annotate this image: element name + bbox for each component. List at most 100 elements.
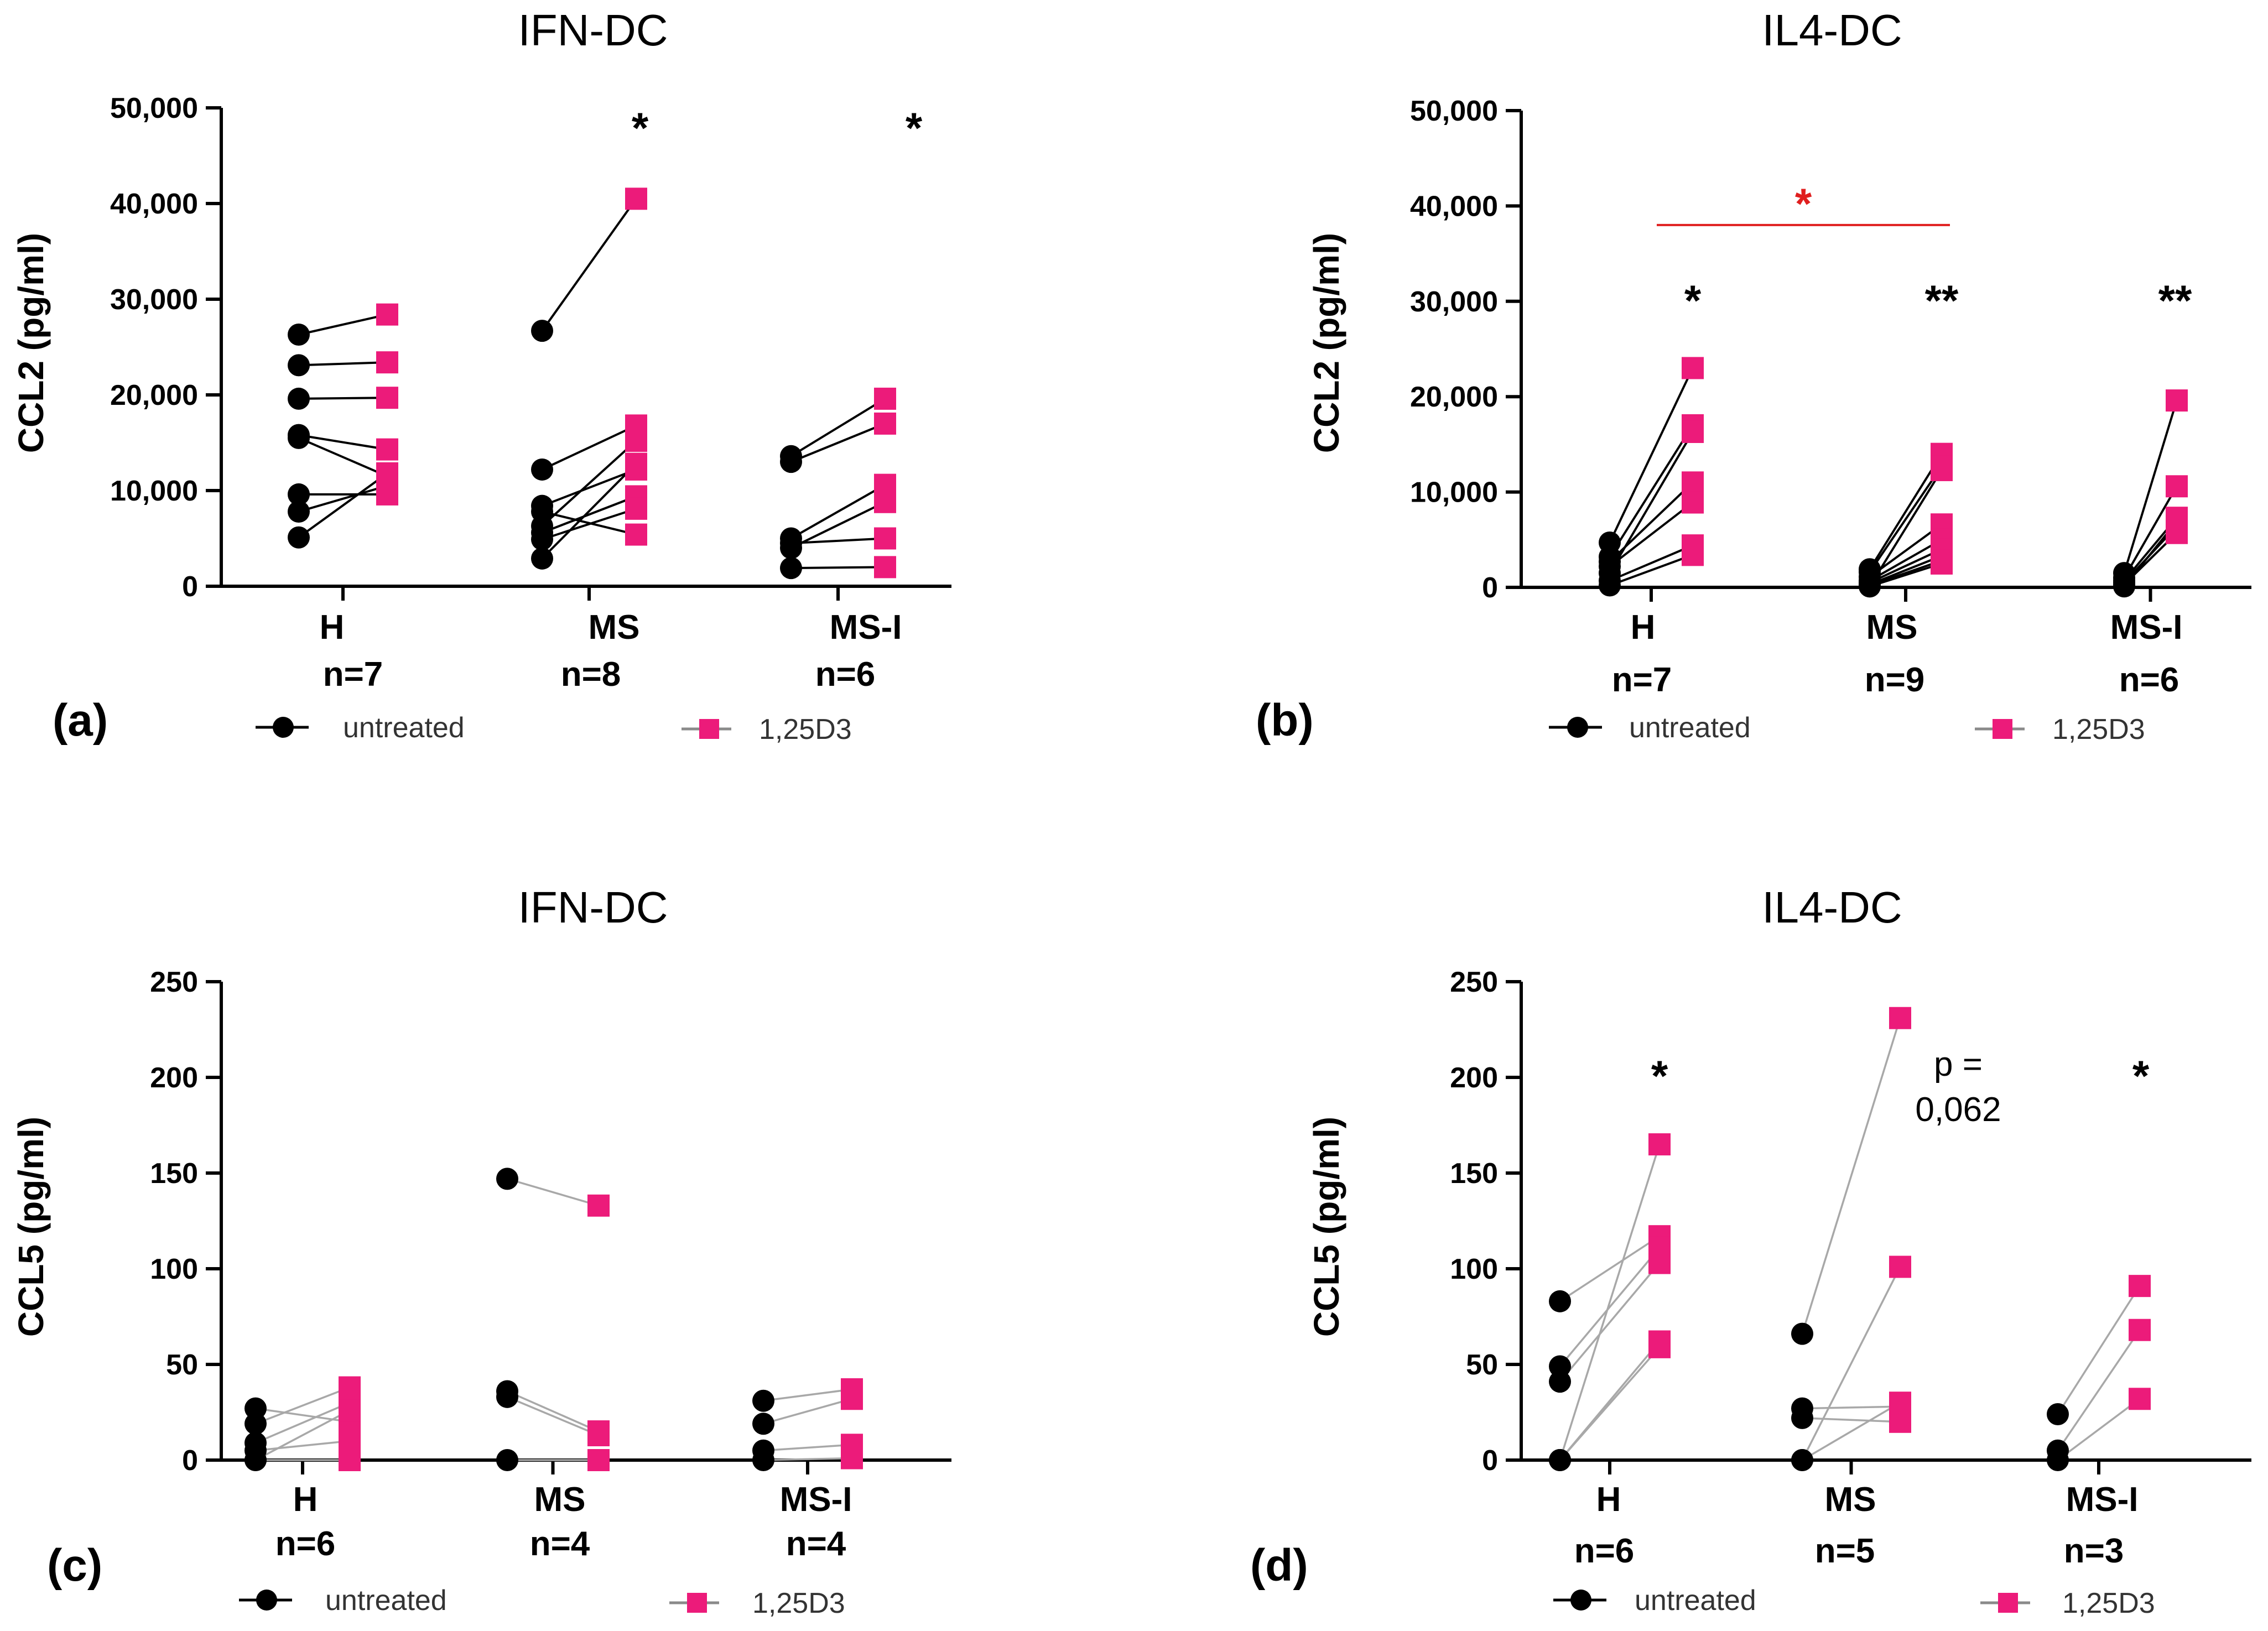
treated-point	[2166, 475, 2188, 498]
plot-area: 0 10,000 20,000 30,000 40,000 50,000	[1410, 95, 2188, 604]
treated-point	[1889, 1410, 1911, 1433]
paired-line	[1869, 465, 1943, 573]
untreated-point	[245, 1413, 267, 1435]
treated-point	[2166, 389, 2188, 412]
treated-point	[2129, 1275, 2151, 1297]
treated-point	[841, 1388, 863, 1410]
legend-untreated-marker	[1567, 717, 1588, 738]
paired-line	[2123, 486, 2178, 579]
paired-line	[507, 1177, 599, 1207]
untreated-point	[1791, 1406, 1813, 1429]
paired-line	[298, 361, 388, 367]
significance-marker: *	[1684, 276, 1702, 325]
untreated-point	[288, 426, 310, 449]
untreated-point	[288, 387, 310, 410]
significance-marker: *	[1651, 1051, 1668, 1100]
group-n-label: n=6	[815, 655, 876, 694]
treated-point	[1682, 420, 1704, 443]
untreated-point	[1859, 575, 1881, 598]
legend-untreated-marker	[1570, 1590, 1591, 1611]
paired-line	[2057, 1285, 2141, 1415]
untreated-point	[531, 320, 553, 342]
untreated-point	[496, 1385, 518, 1408]
treated-point	[1682, 544, 1704, 566]
paired-line	[790, 398, 886, 457]
paired-line	[1802, 1417, 1901, 1423]
paired-line	[2123, 400, 2178, 574]
paired-line	[1609, 424, 1694, 557]
paired-line	[790, 537, 886, 545]
treated-point	[1648, 1252, 1671, 1274]
treated-point	[376, 438, 398, 461]
untreated-point	[752, 1389, 774, 1412]
group-n-label: n=5	[1815, 1532, 1875, 1570]
paired-line	[542, 507, 637, 541]
group-n-label: n=6	[1574, 1532, 1635, 1570]
paired-line	[298, 437, 388, 477]
y-axis-label: CCL2 (pg/ml)	[11, 233, 51, 453]
paired-line	[1801, 1266, 1901, 1461]
significance-marker: **	[1925, 276, 1959, 325]
legend-untreated-label: untreated	[1629, 712, 1751, 744]
legend: untreated 1,25D3	[1553, 1585, 2155, 1619]
panel-a: IFN-DC CCL2 (pg/ml) 0 10,000 20,000 30,000 4…	[11, 6, 951, 746]
legend-treated-marker	[1998, 1593, 2018, 1613]
treated-point	[2129, 1388, 2151, 1410]
y-tick-label: 30,000	[110, 284, 198, 316]
category-label: MS	[1866, 608, 1918, 647]
paired-line	[1609, 501, 1694, 567]
y-tick-label: 0	[182, 571, 198, 603]
y-tick-label: 50	[166, 1349, 198, 1381]
untreated-point	[496, 1168, 518, 1190]
paired-line	[1869, 453, 1943, 570]
legend-treated-label: 1,25D3	[759, 713, 852, 746]
untreated-point	[1549, 1371, 1571, 1393]
panel-label: (d)	[1250, 1540, 1308, 1591]
untreated-point	[1791, 1322, 1813, 1345]
paired-line	[255, 1407, 350, 1423]
untreated-point	[2047, 1449, 2069, 1471]
y-tick-label: 100	[150, 1253, 198, 1285]
markers	[1549, 1007, 2151, 1471]
untreated-point	[1549, 1290, 1571, 1312]
significance-marker: *	[2132, 1051, 2150, 1100]
legend-treated-marker	[687, 1593, 707, 1613]
paired-line	[790, 483, 886, 540]
category-label: H	[320, 608, 345, 647]
legend: untreated 1,25D3	[1549, 712, 2145, 746]
p-value-line: 0,062	[1915, 1091, 2001, 1129]
y-tick-label: 200	[1450, 1062, 1498, 1094]
category-label: H	[293, 1481, 318, 1519]
y-tick-label: 50,000	[1410, 95, 1498, 127]
untreated-point	[780, 532, 802, 555]
treated-point	[2166, 510, 2188, 533]
group-n-label: n=9	[1865, 661, 1925, 699]
panel-label: (c)	[47, 1540, 102, 1591]
y-tick-label: 20,000	[110, 379, 198, 411]
paired-line	[763, 1398, 852, 1425]
treated-point	[874, 556, 896, 579]
untreated-point	[780, 451, 802, 473]
legend-treated-marker	[699, 719, 719, 739]
treated-point	[1931, 458, 1953, 481]
category-label: H	[1631, 608, 1656, 647]
treated-point	[339, 1430, 361, 1452]
y-tick-label: 250	[1450, 966, 1498, 998]
treated-point	[587, 1424, 610, 1447]
paired-line	[255, 1401, 350, 1444]
untreated-point	[245, 1439, 267, 1462]
legend: untreated 1,25D3	[256, 712, 852, 746]
y-tick-label: 0	[1482, 1445, 1498, 1477]
paired-line	[790, 566, 886, 570]
chart-title: IL4-DC	[1762, 6, 1902, 55]
treated-point	[339, 1399, 361, 1422]
paired-line	[1609, 431, 1694, 574]
treated-point	[625, 452, 647, 475]
paired-line	[541, 440, 637, 527]
paired-line	[298, 472, 388, 539]
paired-line	[763, 1444, 852, 1452]
y-tick-label: 100	[1450, 1253, 1498, 1285]
treated-point	[1889, 1392, 1911, 1414]
paired-line	[1559, 1346, 1661, 1461]
